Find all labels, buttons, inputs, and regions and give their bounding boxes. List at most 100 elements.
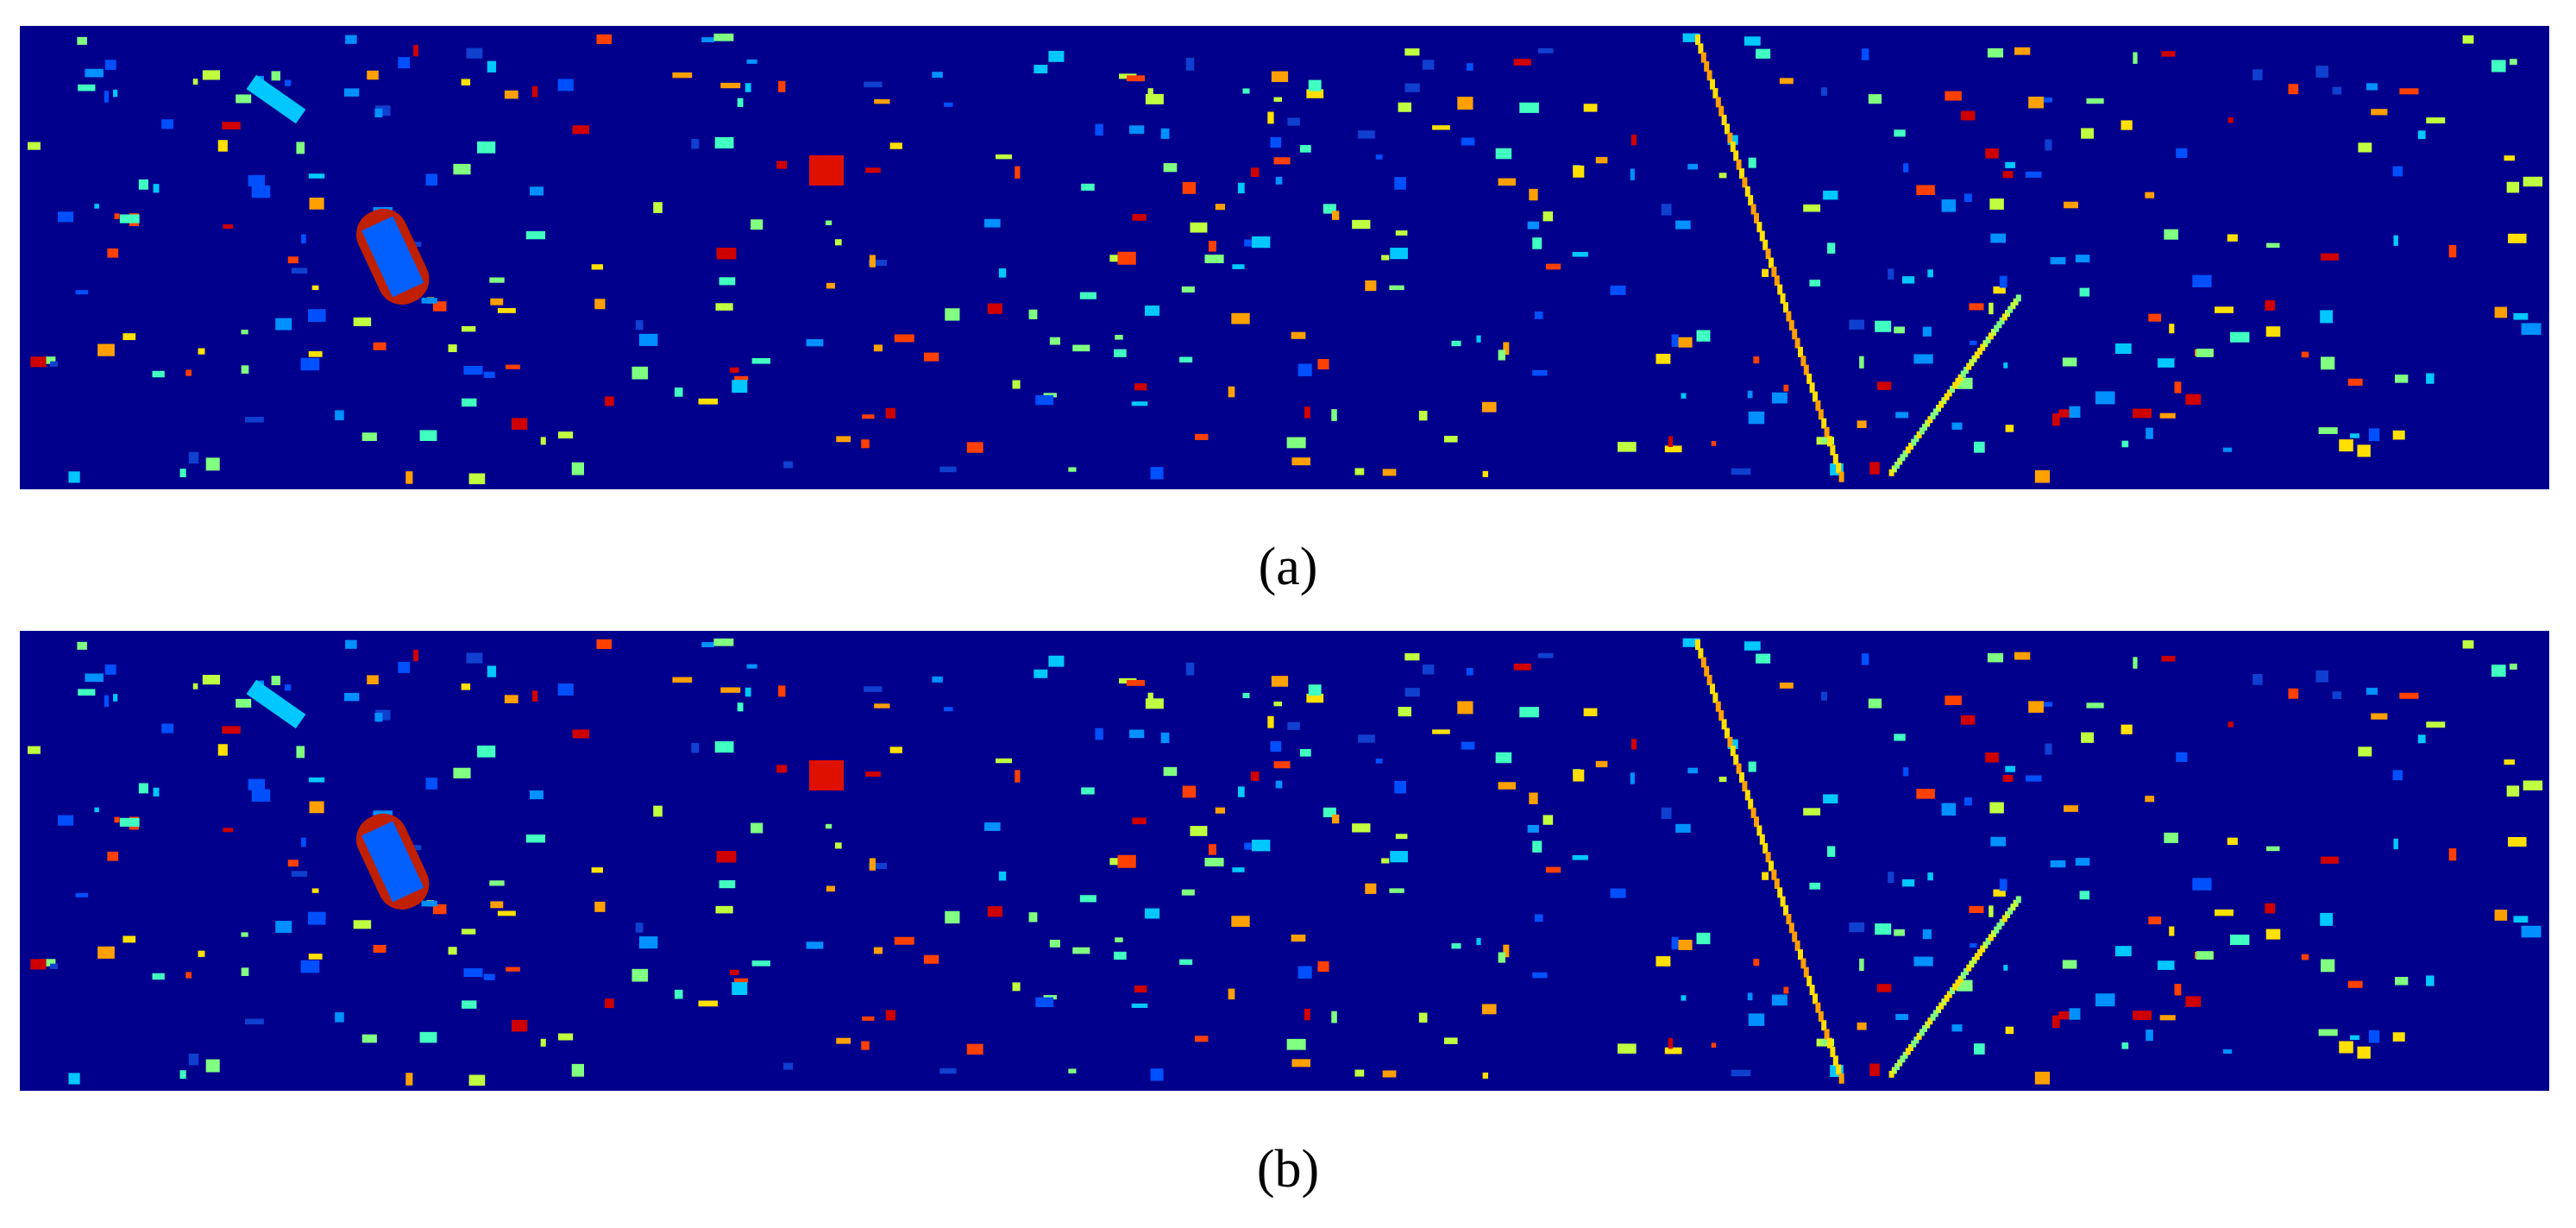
map-pixel (1354, 1069, 1365, 1077)
map-pixel (571, 1063, 585, 1077)
map-pixel (1352, 219, 1371, 230)
map-pixel (1927, 269, 1933, 278)
map-pixel (1519, 707, 1539, 718)
map-pixel (998, 871, 1007, 881)
map-pixel (746, 664, 757, 669)
map-pixel (1818, 1011, 1824, 1022)
map-pixel (701, 37, 714, 43)
map-pixel (1678, 939, 1693, 950)
map-pixel (78, 84, 96, 91)
map-pixel (2321, 253, 2339, 261)
map-pixel (1913, 354, 1933, 364)
map-pixel (1780, 293, 1786, 304)
map-pixel (1747, 992, 1753, 1001)
map-pixel (1181, 889, 1195, 896)
map-pixel (1955, 979, 1961, 987)
map-pixel (715, 303, 733, 311)
map-pixel (1160, 128, 1170, 139)
map-pixel (719, 880, 736, 889)
map-pixel (2146, 427, 2153, 439)
map-pixel (1181, 286, 1195, 293)
map-pixel (1534, 311, 1543, 319)
map-pixel (1969, 359, 1975, 367)
map-pixel (745, 687, 751, 697)
map-pixel (1323, 807, 1336, 818)
map-pixel (1432, 729, 1450, 734)
map-pixel (1145, 93, 1164, 104)
map-pixel (1777, 887, 1783, 898)
classification-map (20, 26, 2549, 489)
map-pixel (198, 950, 205, 957)
map-pixel (966, 442, 983, 453)
map-pixel (572, 729, 589, 739)
map-pixel (1671, 936, 1679, 950)
map-pixel (311, 888, 319, 893)
map-pixel (421, 298, 437, 304)
map-pixel (2079, 891, 2090, 900)
map-pixel (1144, 305, 1160, 316)
map-pixel (1818, 409, 1824, 420)
map-pixel (1404, 48, 1420, 56)
map-pixel (1960, 110, 1976, 121)
map-pixel (2426, 373, 2435, 384)
map-pixel (1786, 914, 1792, 925)
map-pixel (2265, 326, 2281, 337)
map-pixel (1630, 135, 1637, 146)
map-pixel (1109, 858, 1123, 866)
map-pixel (1798, 346, 1803, 357)
map-pixel (1823, 190, 1838, 200)
map-pixel (1028, 912, 1038, 923)
map-pixel (2095, 391, 2115, 405)
map-pixel (1750, 807, 1756, 818)
map-pixel (1792, 931, 1798, 942)
map-pixel (1744, 790, 1750, 801)
map-pixel (1894, 1063, 1900, 1070)
map-pixel (1936, 1006, 1941, 1013)
map-pixel (653, 805, 663, 817)
map-pixel (1537, 47, 1554, 54)
map-pixel (1991, 329, 1996, 336)
map-pixel (468, 1074, 486, 1086)
map-pixel (1806, 975, 1813, 986)
map-pixel (2320, 356, 2335, 370)
map-pixel (1748, 195, 1754, 206)
map-pixel (497, 307, 516, 313)
map-pixel (1891, 465, 1897, 473)
map-pixel (2075, 255, 2090, 263)
map-pixel (30, 356, 47, 368)
map-pixel (1774, 275, 1780, 287)
map-pixel (1946, 389, 1952, 397)
map-pixel (453, 767, 471, 779)
map-pixel (1813, 993, 1818, 1004)
map-pixel (1827, 1037, 1832, 1049)
map-pixel (939, 466, 957, 473)
map-pixel (1215, 204, 1226, 211)
map-pixel (138, 783, 148, 794)
map-pixel (296, 142, 305, 154)
map-pixel (751, 357, 770, 364)
map-pixel (1331, 814, 1340, 824)
map-pixel (1988, 332, 1994, 340)
map-pixel (2392, 1032, 2405, 1042)
map-pixel (1823, 794, 1838, 804)
map-pixel (1109, 255, 1123, 262)
map-pixel (1783, 904, 1788, 916)
map-pixel (1228, 386, 1235, 398)
map-pixel (1114, 951, 1127, 960)
map-pixel (1765, 249, 1771, 260)
map-pixel (251, 789, 271, 802)
map-pixel (1365, 883, 1377, 894)
map-pixel (462, 929, 476, 935)
map-pixel (1664, 445, 1682, 453)
map-pixel (1476, 335, 1481, 343)
map-pixel (1382, 1070, 1397, 1078)
map-pixel (1925, 1021, 1931, 1029)
map-pixel (489, 880, 505, 886)
map-pixel (1048, 655, 1065, 667)
map-pixel (1695, 639, 1700, 650)
map-pixel (361, 821, 424, 903)
map-pixel (245, 417, 264, 423)
map-pixel (1960, 972, 1966, 979)
map-pixel (1443, 436, 1458, 443)
map-pixel (1389, 888, 1404, 893)
